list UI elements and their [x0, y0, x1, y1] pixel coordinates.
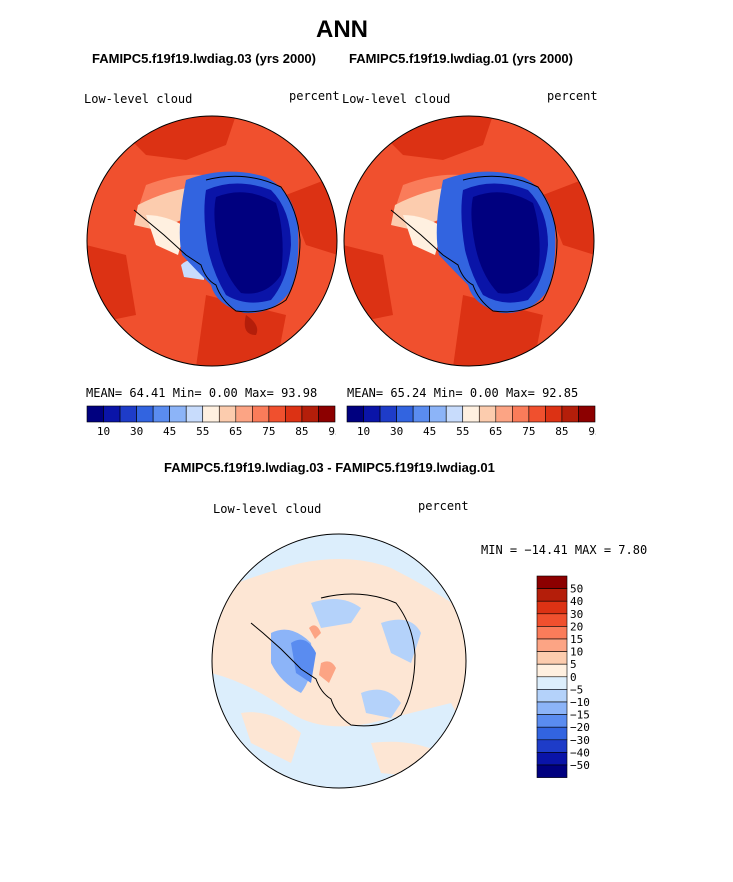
colorbar-swatch — [536, 701, 568, 715]
colorbar-swatch — [536, 752, 568, 766]
colorbar-label: 30 — [130, 425, 143, 438]
colorbar-swatch — [202, 405, 220, 423]
left-map — [86, 115, 338, 367]
colorbar-swatch — [536, 600, 568, 615]
colorbar-label: 5 — [570, 658, 577, 671]
colorbar-swatch — [536, 663, 568, 678]
colorbar-label: −30 — [570, 734, 590, 747]
colorbar-label: 75 — [522, 425, 535, 438]
colorbar-swatch — [252, 405, 270, 423]
colorbar-swatch — [536, 651, 568, 665]
colorbar-swatch — [536, 726, 568, 741]
colorbar-label: −40 — [570, 746, 590, 759]
colorbar-swatch — [86, 405, 104, 423]
colorbar-swatch — [136, 405, 154, 423]
colorbar-swatch — [169, 405, 187, 423]
colorbar-swatch — [429, 405, 447, 423]
colorbar-label: 45 — [423, 425, 436, 438]
colorbar-swatch — [152, 405, 170, 423]
left-units-label: percent — [289, 89, 340, 103]
colorbar-swatch — [318, 405, 336, 423]
colorbar-swatch — [536, 575, 568, 589]
left-panel-header: FAMIPC5.f19f19.lwdiag.03 (yrs 2000) — [92, 51, 316, 66]
colorbar-label: 65 — [489, 425, 502, 438]
colorbar-swatch — [536, 676, 568, 690]
colorbar-label: −50 — [570, 759, 590, 772]
colorbar-swatch — [536, 764, 568, 778]
colorbar-swatch — [103, 405, 121, 423]
main-title: ANN — [316, 16, 368, 43]
colorbar-swatch — [561, 405, 579, 423]
colorbar-swatch — [445, 405, 464, 423]
diff-variable-label: Low-level cloud — [213, 502, 322, 516]
colorbar-swatch — [235, 405, 253, 423]
diff-minmax: MIN = −14.41 MAX = 7.80 — [481, 543, 648, 557]
colorbar-label: 75 — [262, 425, 275, 438]
colorbar-label: 65 — [229, 425, 242, 438]
colorbar-swatch — [495, 405, 513, 423]
colorbar-label: 10 — [357, 425, 370, 438]
diff-units-label: percent — [418, 499, 469, 513]
colorbar-label: 55 — [196, 425, 209, 438]
colorbar-swatch — [578, 405, 596, 423]
right-variable-label: Low-level cloud — [342, 92, 451, 106]
colorbar-swatch — [218, 405, 237, 423]
colorbar-label: 95 — [328, 425, 336, 438]
colorbar-swatch — [512, 405, 530, 423]
colorbar-label: 40 — [570, 595, 583, 608]
colorbar-swatch — [363, 405, 381, 423]
colorbar-swatch — [412, 405, 430, 423]
diff-panel-header: FAMIPC5.f19f19.lwdiag.03 - FAMIPC5.f19f1… — [164, 460, 495, 475]
colorbar-label: 45 — [163, 425, 176, 438]
colorbar-swatch — [536, 714, 568, 728]
colorbar-swatch — [528, 405, 546, 423]
colorbar-label: −10 — [570, 696, 590, 709]
colorbar-swatch — [119, 405, 137, 423]
colorbar-swatch — [536, 638, 568, 652]
colorbar-swatch — [536, 689, 568, 703]
colorbar-swatch — [301, 405, 319, 423]
colorbar-label: −5 — [570, 683, 583, 696]
colorbar-swatch — [462, 405, 480, 423]
colorbar-label: 95 — [588, 425, 596, 438]
colorbar-label: −20 — [570, 721, 590, 734]
colorbar-label: 30 — [390, 425, 403, 438]
colorbar-swatch — [478, 405, 497, 423]
diff-map — [211, 533, 467, 789]
colorbar-label: 10 — [97, 425, 110, 438]
colorbar-label: −15 — [570, 709, 590, 722]
left-variable-label: Low-level cloud — [84, 92, 193, 106]
colorbar-swatch — [396, 405, 414, 423]
colorbar-swatch — [536, 588, 568, 602]
colorbar-label: 85 — [555, 425, 568, 438]
colorbar-label: 30 — [570, 608, 583, 621]
right-units-label: percent — [547, 89, 598, 103]
right-colorbar: 10 30 45 55 65 75 85 95 — [346, 405, 596, 438]
colorbar-label: 50 — [570, 583, 583, 596]
colorbar-swatch — [185, 405, 204, 423]
left-stats: MEAN= 64.41 Min= 0.00 Max= 93.98 — [86, 386, 318, 400]
colorbar-label: 20 — [570, 620, 583, 633]
colorbar-label: 10 — [570, 646, 583, 659]
colorbar-swatch — [536, 739, 568, 753]
colorbar-swatch — [285, 405, 303, 423]
colorbar-swatch — [379, 405, 397, 423]
colorbar-swatch — [346, 405, 364, 423]
right-map — [343, 115, 595, 367]
colorbar-label: 85 — [295, 425, 308, 438]
right-panel-header: FAMIPC5.f19f19.lwdiag.01 (yrs 2000) — [349, 51, 573, 66]
right-stats: MEAN= 65.24 Min= 0.00 Max= 92.85 — [347, 386, 579, 400]
colorbar-label: 0 — [570, 671, 577, 684]
colorbar-swatch — [536, 626, 568, 640]
colorbar-label: 15 — [570, 633, 583, 646]
colorbar-swatch — [268, 405, 286, 423]
colorbar-swatch — [536, 613, 568, 627]
colorbar-swatch — [545, 405, 563, 423]
left-colorbar: 10 30 45 55 65 75 85 95 — [86, 405, 336, 438]
colorbar-label: 55 — [456, 425, 469, 438]
